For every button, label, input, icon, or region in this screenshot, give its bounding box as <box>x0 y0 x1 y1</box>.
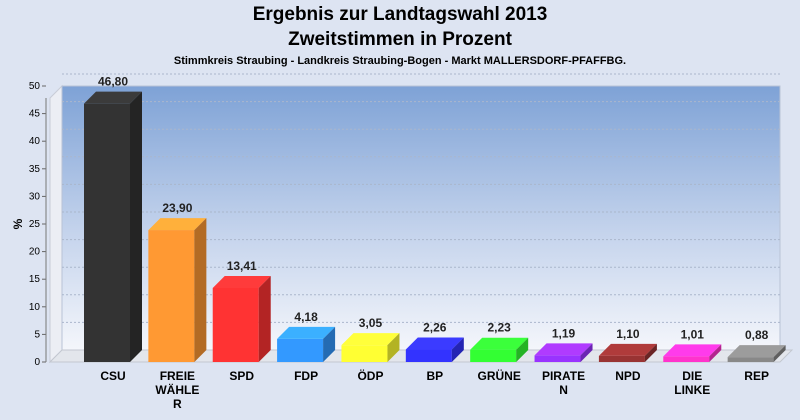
bar-front <box>84 103 130 362</box>
x-category-label-line: NPD <box>615 369 641 383</box>
bar-side <box>516 337 529 362</box>
bar-front <box>470 349 517 362</box>
bar-top <box>663 344 722 357</box>
x-category-label: PIRATE N <box>542 369 585 397</box>
bar-top <box>534 343 593 356</box>
bar-front <box>341 345 388 362</box>
y-tick-label: 15 <box>29 274 41 285</box>
x-category-label: GRÜNE <box>478 368 521 383</box>
bar-value-label: 2,23 <box>488 321 512 335</box>
bar-side <box>130 91 142 362</box>
bar-top <box>148 218 207 231</box>
y-tick-label: 0 <box>34 357 40 368</box>
bar-value-label: 23,90 <box>162 201 192 215</box>
bar-value-label: 2,26 <box>423 321 447 335</box>
bar-side <box>387 333 400 362</box>
x-category-label: NPD <box>615 369 641 383</box>
x-category-label-line: ÖDP <box>357 368 383 383</box>
x-category-label-line: FREIE <box>160 369 195 383</box>
bar-front <box>212 287 259 362</box>
chart-subtitle: Stimmkreis Straubing - Landkreis Straubi… <box>173 55 627 67</box>
y-tick-label: 50 <box>29 81 41 92</box>
y-tick-label: 40 <box>29 136 41 147</box>
bar-value-label: 1,10 <box>616 327 640 341</box>
x-category-label-line: SPD <box>229 369 254 383</box>
y-tick-label: 35 <box>29 164 41 175</box>
y-axis-title: % <box>11 218 25 229</box>
bar-top <box>598 343 657 356</box>
x-category-label: ÖDP <box>357 368 383 383</box>
bar-front <box>277 338 324 362</box>
bar-value-label: 46,80 <box>98 75 128 89</box>
bar-side <box>580 343 593 362</box>
y-tick-label: 30 <box>29 191 41 202</box>
x-category-label: REP <box>744 369 769 383</box>
chart-title: Ergebnis zur Landtagswahl 2013 <box>252 4 548 25</box>
x-category-label-line: WÄHLE <box>155 382 199 397</box>
x-category-label-line: CSU <box>100 369 125 383</box>
x-category-label-line: BP <box>426 369 443 383</box>
x-category-label-line: R <box>173 397 182 411</box>
bar-value-label: 3,05 <box>359 316 383 330</box>
bar-top <box>212 275 271 288</box>
y-tick-label: 45 <box>29 109 41 120</box>
x-category-label-line: GRÜNE <box>478 368 521 383</box>
x-category-label: SPD <box>229 369 254 383</box>
bar-value-label: 13,41 <box>227 259 257 273</box>
x-category-label-line: PIRATE <box>542 369 585 383</box>
bar-front <box>663 356 710 362</box>
bar-front <box>727 357 774 362</box>
y-tick-label: 5 <box>34 329 40 340</box>
x-category-label: FREIE WÄHLE R <box>155 369 199 411</box>
bar-value-label: 1,01 <box>681 327 705 341</box>
bar-front <box>598 355 645 362</box>
bar-side <box>194 218 207 362</box>
chart-side-wall <box>49 84 63 364</box>
y-tick-label: 10 <box>29 302 41 313</box>
bar-top <box>405 337 464 350</box>
x-category-label-line: N <box>559 383 568 397</box>
bar-side <box>644 343 657 362</box>
bar-top <box>341 333 400 346</box>
bar-value-label: 4,18 <box>294 310 318 324</box>
x-category-label: BP <box>426 369 443 383</box>
y-tick-label: 20 <box>29 247 41 258</box>
x-category-label-line: LINKE <box>674 383 710 397</box>
bar-top <box>277 326 336 339</box>
bar-value-label: 1,19 <box>552 326 576 340</box>
bar-top <box>470 337 529 350</box>
bar-side <box>709 344 722 362</box>
chart-title-line2: Zweitstimmen in Prozent <box>288 29 512 50</box>
x-category-label-line: FDP <box>294 369 318 383</box>
x-category-label: FDP <box>294 369 318 383</box>
x-category-label: DIE LINKE <box>674 369 710 397</box>
bar-front <box>405 349 452 362</box>
x-category-label-line: REP <box>744 369 769 383</box>
bar-front <box>534 355 581 362</box>
bar-side <box>451 337 464 362</box>
x-category-label-line: DIE <box>682 369 702 383</box>
bar-front <box>148 230 195 362</box>
x-category-label: CSU <box>100 369 125 383</box>
bar-side <box>773 345 786 362</box>
bar-top <box>727 345 786 358</box>
bar-side <box>323 326 336 362</box>
y-tick-label: 25 <box>29 219 41 230</box>
bar-value-label: 0,88 <box>745 328 769 342</box>
bar-side <box>258 275 271 362</box>
bar-top <box>84 91 142 104</box>
